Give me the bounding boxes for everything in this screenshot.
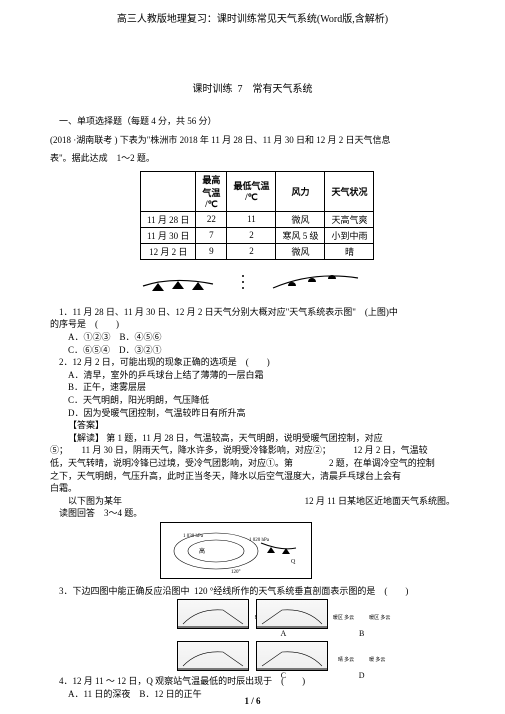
- cell: 寒风 5 级: [276, 227, 325, 243]
- section-heading: 一、单项选择题（每题 4 分，共 56 分）: [50, 115, 455, 128]
- diag-a: 暖区 多云 暖区 多云 A: [177, 599, 249, 629]
- diag-c-label: C: [248, 671, 318, 680]
- table-row: 最高 气温 /℃ 最低气温 /℃ 风力 天气状况: [141, 171, 374, 211]
- th-4: 天气状况: [325, 171, 374, 211]
- diag-d-label: D: [327, 671, 397, 680]
- source-line: (2018 ·湖南联考 ) 下表为"株洲市 2018 年 11 月 28 日、1…: [50, 134, 455, 147]
- fig2-caption: 读图回答 3～4 题。: [50, 507, 455, 520]
- exp-e: 白霜。: [50, 482, 455, 495]
- cell: 微风: [276, 211, 325, 227]
- fig2-right: 12 月 11 日某地区近地面天气系统图。: [305, 495, 455, 508]
- table-row: 12 月 2 日92微风晴: [141, 243, 374, 259]
- th-blank: [141, 171, 196, 211]
- weather-map: 1 030 hPa 1 020 hPa 高 Q 120°: [160, 522, 312, 579]
- cell: 微风: [276, 243, 325, 259]
- th-3: 风力: [276, 171, 325, 211]
- cell: 11 月 28 日: [141, 211, 196, 227]
- diag-b: 暖区 多云 暖区 多云 B: [256, 599, 328, 629]
- svg-text:1 020 hPa: 1 020 hPa: [249, 538, 270, 543]
- diag-b-label: B: [327, 629, 397, 638]
- svg-text:1 030 hPa: 1 030 hPa: [183, 534, 204, 539]
- q2-opt-d: D．因为受暖气团控制，气温较昨日有所升高: [50, 407, 455, 420]
- svg-text:Q: Q: [291, 559, 296, 565]
- lesson-title-left: 课时训练: [193, 84, 233, 95]
- lesson-title-right: 常有天气系统: [253, 84, 313, 95]
- lesson-title: 课时训练 7 常有天气系统: [50, 80, 455, 95]
- cell: 22: [196, 211, 227, 227]
- front-symbols: [50, 266, 455, 296]
- q3-stem: 3．下边四图中能正确反应沿图中 120 °经线所作的天气系统垂直剖面表示图的是 …: [50, 585, 455, 598]
- q1-opt-2: C．⑥⑤④ D．③②①: [50, 344, 455, 357]
- exp-c: 低，天气转晴，说明冷锋已过境，受冷气团影响，对应①。第 2 题，在单调冷空气的控…: [50, 457, 455, 470]
- cell: 7: [196, 227, 227, 243]
- weather-table: 最高 气温 /℃ 最低气温 /℃ 风力 天气状况 11 月 28 日2211微风…: [140, 171, 374, 260]
- cell: 11 月 30 日: [141, 227, 196, 243]
- q3-stem-a: 3．下边四图中能正确反应沿图中: [59, 586, 190, 596]
- intro-2: 表"。据此达成 1～2 题。: [50, 152, 455, 165]
- q1-stem-2: 的序号是 ( ): [50, 318, 455, 331]
- q2-stem: 2．12 月 2 日，可能出现的现象正确的选项是 ( ): [50, 356, 455, 369]
- source-tag: (2018 ·湖南联考 ): [50, 135, 118, 145]
- fig2-left: 以下图为某年: [50, 495, 122, 508]
- lesson-title-num: 7: [238, 84, 243, 95]
- table-row: 11 月 30 日72寒风 5 级小到中雨: [141, 227, 374, 243]
- q1-stem-1: 1．11 月 28 日、11 月 30 日、12 月 2 日天气分别大概对应"天…: [50, 306, 455, 319]
- cell: 12 月 2 日: [141, 243, 196, 259]
- cell: 2: [227, 227, 276, 243]
- diag-band: 暖区 多云 暖区 多云: [327, 614, 397, 621]
- diag-c: 晴 多云 暖 多云 C: [177, 641, 249, 671]
- cell: 11: [227, 211, 276, 227]
- th-2: 最低气温 /℃: [227, 171, 276, 211]
- q1-opt-1: A．①②③ B．④⑤⑥: [50, 331, 455, 344]
- page-header: 高三人教版地理复习：课时训练常见天气系统(Word版,含解析): [50, 10, 455, 25]
- exp-text-a: 第 1 题，11 月 28 日，气温较高，天气明朗，说明受暖气团控制，对应: [106, 433, 382, 443]
- q2-opt-c: C．天气明朗，阳光明朗，气压降低: [50, 394, 455, 407]
- answer-label: 【答案】: [50, 419, 455, 432]
- cell: 9: [196, 243, 227, 259]
- exp-a: 【解读】 第 1 题，11 月 28 日，气温较高，天气明朗，说明受暖气团控制，…: [50, 432, 455, 445]
- fig2-intro: 以下图为某年 12 月 11 日某地区近地面天气系统图。: [50, 495, 455, 508]
- intro-1: 下表为"株洲市 2018 年 11 月 28 日、11 月 30 日和 12 月…: [120, 135, 391, 145]
- diag-d: 晴 多云 暖 多云 D: [256, 641, 328, 671]
- exp-b: ⑤； 11 月 30 日，阴雨天气，降水许多，说明受冷锋影响，对应②； 12 月…: [50, 444, 455, 457]
- q2-opt-a: A．清早，室外的乒乓球台上结了薄薄的一层白霜: [50, 369, 455, 382]
- cell: 天高气爽: [325, 211, 374, 227]
- th-1: 最高 气温 /℃: [196, 171, 227, 211]
- four-diagrams: 暖区 多云 暖区 多云 A 暖区 多云 暖区 多云 B 晴 多云 暖 多云 C …: [50, 599, 455, 661]
- cell: 2: [227, 243, 276, 259]
- page-number: 1 / 6: [0, 696, 505, 706]
- svg-text:高: 高: [199, 547, 205, 555]
- diag-a-label: A: [248, 629, 318, 638]
- exp-label: 【解读】: [68, 433, 104, 443]
- diag-band: 晴 多云 暖 多云: [327, 656, 397, 663]
- q3-mid: 120 °经线所作的天气系统垂直剖面表示图的是 ( ): [194, 586, 408, 596]
- cell: 小到中雨: [325, 227, 374, 243]
- cell: 晴: [325, 243, 374, 259]
- table-row: 11 月 28 日2211微风天高气爽: [141, 211, 374, 227]
- svg-text:120°: 120°: [231, 570, 241, 575]
- q2-opt-b: B．正午，速雾层层: [50, 381, 455, 394]
- exp-d: 之下，天气明朗，气压升高，此时正当冬天，降水以后空气湿度大，清晨乒乓球台上会有: [50, 470, 455, 483]
